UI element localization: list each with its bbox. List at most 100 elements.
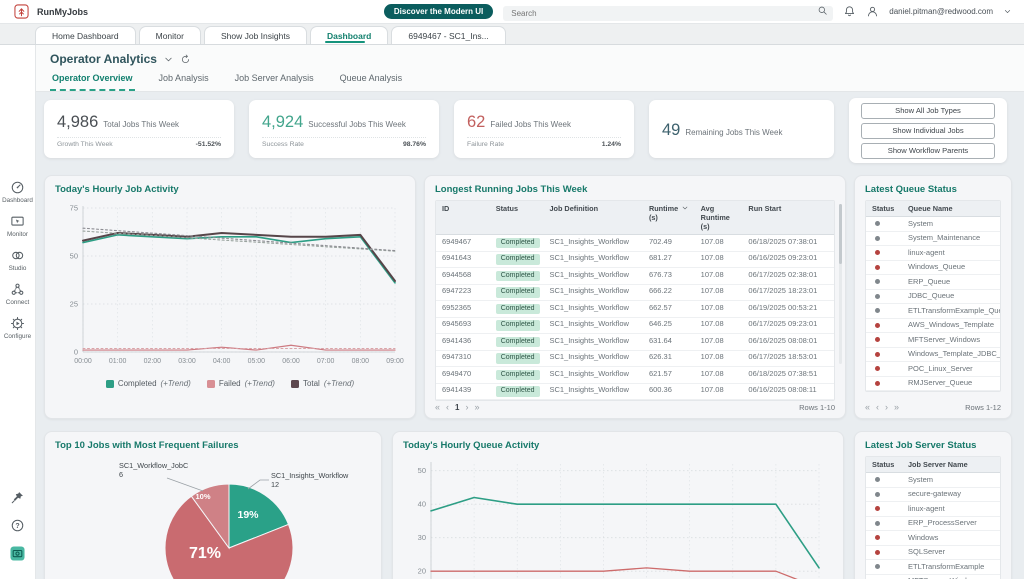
column-header-status[interactable]: Status [866,201,902,216]
table-row[interactable]: System_Maintenance [866,232,1000,247]
show-workflow-parents-button[interactable]: Show Workflow Parents [861,143,995,159]
table-row[interactable]: JDBC_Queue [866,290,1000,305]
chevron-down-icon[interactable] [163,54,174,65]
page-prev-button[interactable]: ‹ [446,403,449,412]
page-prev-button[interactable]: ‹ [876,403,879,412]
table-row[interactable]: 6947310CompletedSC1_Insights_Workflow626… [436,351,834,368]
subtab-job-analysis[interactable]: Job Analysis [157,68,211,91]
status-badge: Completed [496,353,540,364]
user-email[interactable]: daniel.pitman@redwood.com [889,7,993,16]
page-last-button[interactable]: » [894,403,899,412]
svg-text:19%: 19% [237,509,259,521]
table-row[interactable]: SQLServer [866,546,1000,561]
table-row[interactable]: 6947223CompletedSC1_Insights_Workflow666… [436,285,834,302]
subtab-job-server-analysis[interactable]: Job Server Analysis [233,68,316,91]
page-last-button[interactable]: » [474,403,479,412]
table-row[interactable]: ERP_Queue [866,275,1000,290]
kpi-value: 62 [467,113,485,132]
table-row[interactable]: System [866,217,1000,232]
table-row[interactable]: 6941436CompletedSC1_Insights_Workflow631… [436,334,834,351]
discover-modern-ui-button[interactable]: Discover the Modern UI [384,4,493,19]
page-next-button[interactable]: › [885,403,888,412]
page-number[interactable]: 1 [455,403,459,412]
sidebar-item-dashboard[interactable]: Dashboard [2,180,33,204]
table-row[interactable]: Windows_Queue [866,261,1000,276]
tab-monitor[interactable]: Monitor [139,26,201,44]
table-row[interactable]: System [866,473,1000,488]
svg-text:03:00: 03:00 [178,358,196,365]
table-row[interactable]: AWS_Windows_Template [866,319,1000,334]
svg-text:0: 0 [74,348,78,357]
tab-show-job-insights[interactable]: Show Job Insights [204,26,307,44]
table-row[interactable]: linux-agent [866,246,1000,261]
help-button[interactable]: ? [10,518,25,538]
column-header-run-start[interactable]: Run Start [742,201,834,234]
page-next-button[interactable]: › [465,403,468,412]
left-sidebar: Dashboard Monitor Studio Connect Configure ? [0,45,36,579]
table-row[interactable]: 6949467CompletedSC1_Insights_Workflow702… [436,235,834,252]
table-row[interactable]: 6945693CompletedSC1_Insights_Workflow646… [436,318,834,335]
legend-item-failed[interactable]: Failed (+Trend) [207,379,275,388]
svg-text:01:00: 01:00 [109,358,127,365]
show-all-job-types-button[interactable]: Show All Job Types [861,103,995,119]
bell-icon[interactable] [843,5,856,18]
tab-dashboard[interactable]: Dashboard [310,26,388,44]
refresh-icon[interactable] [180,54,191,65]
status-dot-red [875,352,880,357]
pin-button[interactable] [10,490,25,510]
table-row[interactable]: POC_Linux_Server [866,362,1000,377]
scrollbar[interactable] [839,204,842,364]
column-header-runtime-s[interactable]: Runtime (s) [643,201,695,234]
status-dot-red [875,506,880,511]
sidebar-item-connect[interactable]: Connect [2,282,33,306]
sort-down-icon [681,204,689,212]
table-row[interactable]: ETLTransformExample [866,560,1000,575]
dashboard-canvas: 4,986Total Jobs This WeekGrowth This Wee… [36,92,1024,579]
show-individual-jobs-button[interactable]: Show Individual Jobs [861,123,995,139]
subtab-operator-overview[interactable]: Operator Overview [50,68,135,91]
table-row[interactable]: MFTServer_Windows [866,333,1000,348]
kpi-value: 4,924 [262,113,303,132]
status-dot-red [875,323,880,328]
table-row[interactable]: 6941643CompletedSC1_Insights_Workflow681… [436,252,834,269]
sidebar-item-studio[interactable]: Studio [2,248,33,272]
page-first-button[interactable]: « [865,403,870,412]
tab-home-dashboard[interactable]: Home Dashboard [35,26,136,44]
svg-text:25: 25 [70,300,78,309]
page-header: Operator Analytics [36,45,1024,68]
column-header-id[interactable]: ID [436,201,490,234]
svg-text:02:00: 02:00 [144,358,162,365]
column-header-avg-runtime-s[interactable]: Avg Runtime (s) [695,201,743,234]
table-row[interactable]: Windows [866,531,1000,546]
column-header-job-server-name[interactable]: Job Server Name [902,457,1000,472]
table-row[interactable]: MFTServer_Windows [866,575,1000,579]
tab-6949467-sc1-ins[interactable]: 6949467 - SC1_Ins... [391,26,505,44]
table-row[interactable]: secure-gateway [866,488,1000,503]
table-row[interactable]: 6952365CompletedSC1_Insights_Workflow662… [436,301,834,318]
table-row[interactable]: 6941439CompletedSC1_Insights_Workflow600… [436,384,834,401]
user-icon[interactable] [866,5,879,18]
table-row[interactable]: linux-agent [866,502,1000,517]
table-row[interactable]: Windows_Template_JDBC_Q [866,348,1000,363]
sidebar-item-configure[interactable]: Configure [2,316,33,340]
kpi-sub-value: 98.76% [403,141,426,148]
table-row[interactable]: 6944568CompletedSC1_Insights_Workflow676… [436,268,834,285]
column-header-status[interactable]: Status [866,457,902,472]
table-row[interactable]: ETLTransformExample_Queu [866,304,1000,319]
legend-item-total[interactable]: Total (+Trend) [291,379,354,388]
search-input[interactable] [503,6,833,21]
subtab-queue-analysis[interactable]: Queue Analysis [338,68,405,91]
page-first-button[interactable]: « [435,403,440,412]
table-row[interactable]: 6949470CompletedSC1_Insights_Workflow621… [436,367,834,384]
table-row[interactable]: ERP_ProcessServer [866,517,1000,532]
search-icon[interactable] [817,5,828,16]
column-header-queue-name[interactable]: Queue Name [902,201,1000,216]
chevron-down-icon[interactable] [1003,7,1012,16]
column-header-status[interactable]: Status [490,201,544,234]
app-name: RunMyJobs [37,7,88,17]
legend-item-completed[interactable]: Completed (+Trend) [106,379,191,388]
sidebar-item-monitor[interactable]: Monitor [2,214,33,238]
table-row[interactable]: RMJServer_Queue [866,377,1000,392]
capture-button[interactable] [10,546,25,566]
column-header-job-definition[interactable]: Job Definition [543,201,643,234]
